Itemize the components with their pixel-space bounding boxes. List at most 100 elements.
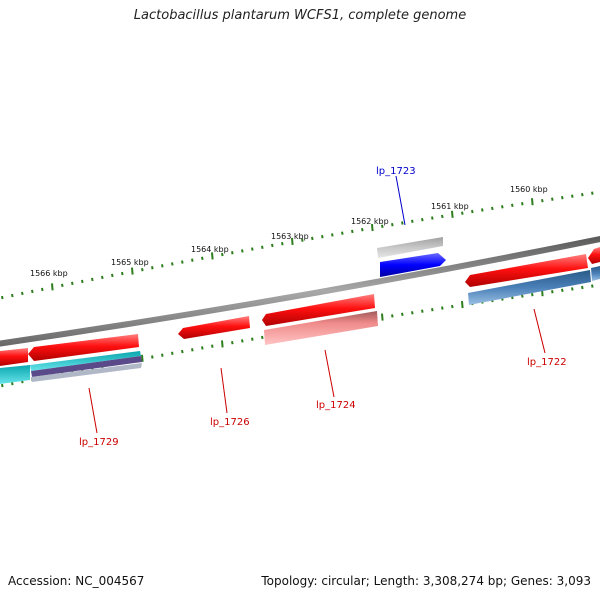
scale-tick-minor [551, 197, 554, 201]
scale-label: 1563 kbp [271, 232, 309, 241]
scale-tick-minor [171, 262, 174, 266]
scale-tick-minor [441, 306, 444, 310]
scale-tick-minor [171, 351, 174, 356]
gene-arrow[interactable] [178, 316, 250, 339]
scale-tick-major [131, 267, 134, 275]
gene-label-lp-1726[interactable]: lp_1726 [210, 417, 250, 428]
scale-tick-minor [321, 234, 324, 239]
scale-tick-minor [421, 217, 424, 222]
gene-arrow[interactable] [0, 348, 28, 366]
map-title: Lactobacillus plantarum WCFS1, complete … [133, 8, 467, 23]
gene-label-lp-1722[interactable]: lp_1722 [527, 357, 567, 368]
scale-tick-minor [551, 290, 554, 294]
scale-tick-minor [431, 216, 434, 220]
scale-tick-major [291, 237, 294, 246]
gene-label-lp-1723[interactable]: lp_1723 [376, 166, 416, 177]
scale-tick-minor [391, 222, 394, 227]
scale-tick-minor [1, 383, 4, 388]
scale-tick-major [451, 210, 454, 218]
scale-tick-minor [241, 249, 244, 253]
reverse-features [0, 266, 600, 384]
scale-tick-minor [211, 344, 214, 348]
gene-arrow[interactable] [262, 294, 375, 326]
scale-tick-minor [151, 266, 154, 270]
scale-tick-minor [361, 228, 364, 232]
scale-tick-minor [301, 238, 304, 242]
gene-arrow[interactable] [588, 247, 600, 264]
gene-arrow[interactable] [377, 237, 443, 258]
scale-tick-minor [261, 335, 264, 340]
scale-tick-minor [141, 267, 144, 272]
gene-arrow[interactable] [264, 311, 378, 345]
scale-tick-minor [401, 221, 404, 225]
scale-tick-minor [21, 291, 24, 296]
accession-text: Accession: NC_004567 [8, 574, 145, 588]
gene-arrow[interactable] [591, 266, 600, 281]
scale-label: 1560 kbp [510, 185, 548, 194]
scale-tick-minor [561, 195, 564, 200]
gene-label-lp-1724[interactable]: lp_1724 [316, 400, 356, 411]
scale-tick-minor [461, 211, 464, 215]
scale-tick-minor [181, 260, 184, 264]
scale-tick-minor [541, 198, 544, 203]
scale-tick-minor [481, 208, 484, 212]
scale-tick-minor [61, 283, 64, 288]
callout-lines [88, 175, 546, 434]
scale-tick-minor [101, 275, 104, 280]
gene-arrow[interactable] [31, 363, 142, 382]
scale-tick-minor [411, 311, 414, 315]
scale-tick-minor [251, 247, 254, 251]
scale-tick-minor [521, 202, 524, 206]
scale-tick-minor [341, 231, 344, 235]
gene-arrow[interactable] [465, 254, 588, 287]
scale-tick-minor [31, 289, 34, 294]
scale-tick-minor [501, 205, 504, 209]
scale-tick-minor [591, 284, 594, 288]
scale-tick-minor [471, 209, 474, 214]
scale-tick-minor [121, 271, 124, 276]
scale-tick-minor [281, 242, 284, 246]
scale-label: 1566 kbp [30, 269, 68, 278]
scale-tick-major [211, 252, 214, 260]
scale-tick-major [371, 223, 374, 232]
scale-tick-minor [521, 294, 524, 298]
scale-tick-minor [571, 287, 574, 291]
scale-tick-minor [451, 304, 454, 309]
scale-tick-minor [161, 264, 164, 268]
genome-backbone [0, 235, 600, 347]
gene-arrow[interactable] [31, 356, 142, 377]
scale-tick-row-upper [1, 191, 594, 300]
scale-tick-minor [1, 295, 4, 300]
scale-tick-minor [251, 337, 254, 341]
topology-text: Topology: circular; Length: 3,308,274 bp… [261, 574, 591, 588]
scale-tick-minor [161, 353, 164, 357]
scale-tick-major [141, 354, 144, 362]
scale-tick-minor [201, 256, 204, 260]
scale-tick-minor [11, 293, 14, 298]
scale-label: 1564 kbp [191, 245, 229, 254]
scale-tick-major [461, 300, 464, 309]
gene-label-lp-1729[interactable]: lp_1729 [79, 437, 119, 448]
gene-arrow[interactable] [0, 365, 30, 384]
gene-arrow[interactable] [30, 351, 141, 371]
scale-tick-minor [591, 191, 594, 195]
scale-tick-minor [411, 219, 414, 224]
scale-tick-minor [11, 381, 14, 386]
scale-tick-minor [151, 355, 154, 359]
scale-tick-minor [191, 348, 194, 352]
scale-tick-major [221, 340, 224, 348]
scale-tick-minor [241, 339, 244, 343]
scale-tick-minor [381, 224, 384, 229]
scale-tick-minor [311, 236, 314, 241]
gene-arrow[interactable] [28, 334, 139, 361]
scale-label: 1565 kbp [111, 258, 149, 267]
scale-tick-minor [441, 214, 444, 219]
scale-tick-minor [581, 285, 584, 290]
scale-tick-minor [191, 258, 194, 262]
scale-tick-minor [391, 314, 394, 318]
gene-arrow[interactable] [468, 270, 591, 305]
scale-tick-major [531, 198, 534, 206]
gene-arrow[interactable] [380, 253, 446, 277]
